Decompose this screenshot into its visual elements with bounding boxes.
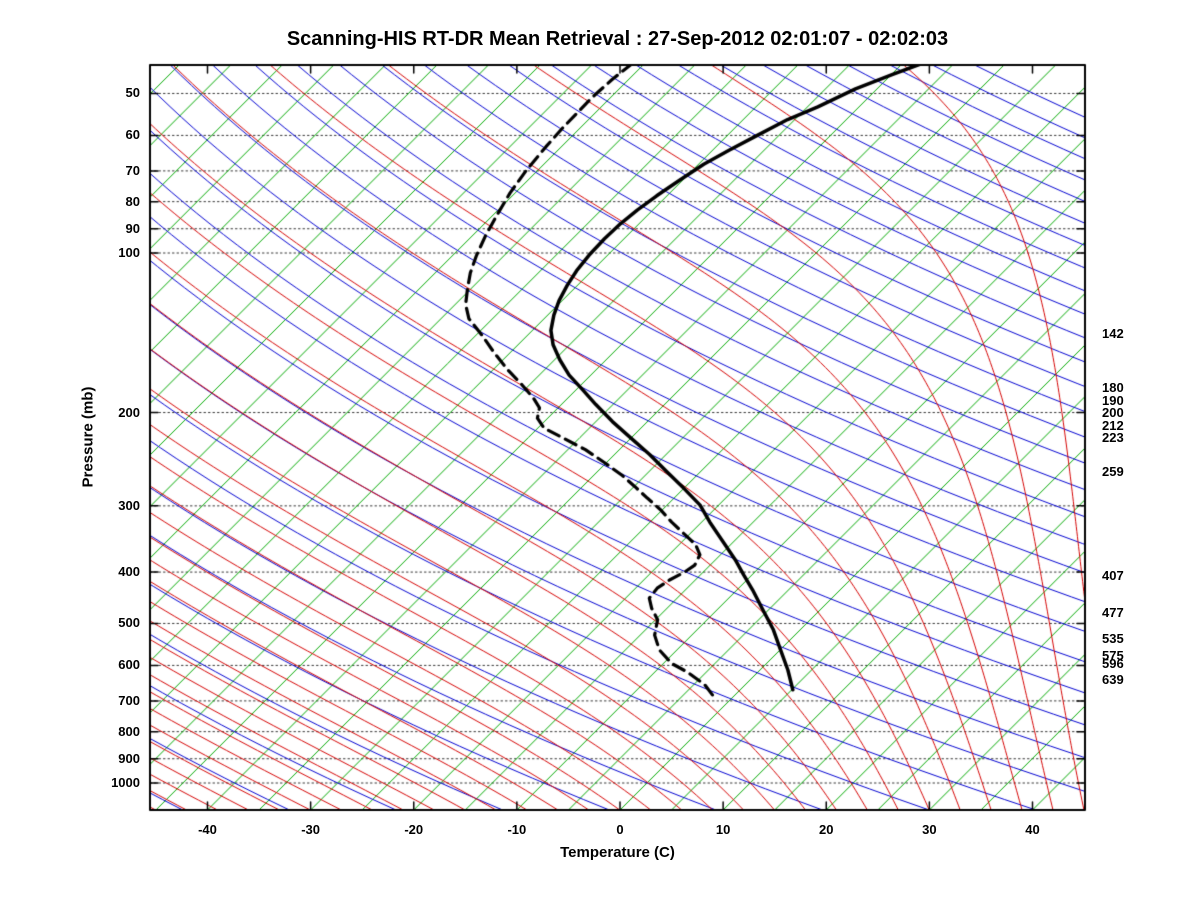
right-pressure-label: 535 [1102,631,1124,647]
y-tick-label: 1000 [111,775,140,790]
x-tick-label: 20 [819,822,834,837]
right-pressure-label: 596 [1102,655,1124,671]
right-pressure-label: 180 [1102,380,1124,396]
x-tick-label: -10 [507,822,527,837]
x-tick-label: -40 [198,822,217,837]
chart-title: Scanning-HIS RT-DR Mean Retrieval : 27-S… [286,28,949,50]
y-tick-label: 70 [125,162,140,178]
y-tick-label: 100 [118,245,140,260]
right-pressure-label: 223 [1102,429,1124,445]
y-tick-label: 50 [125,85,140,101]
right-pressure-label: 407 [1102,568,1124,584]
right-pressure-label: 259 [1102,464,1124,480]
x-tick-label: 10 [715,822,731,837]
y-tick-label: 80 [125,193,140,209]
y-tick-label: 300 [118,497,140,513]
y-tick-label: 90 [125,220,140,236]
x-tick-label: 0 [616,822,624,837]
right-pressure-label: 575 [1102,647,1124,663]
y-tick-label: 900 [118,750,140,766]
x-axis-label: Temperature (C) [560,844,675,861]
x-tick-label: 30 [922,822,937,837]
y-tick-label: 700 [118,692,140,708]
right-pressure-label: 190 [1102,392,1124,408]
right-pressure-label: 212 [1102,417,1124,433]
y-tick-label: 800 [118,723,140,739]
y-axis-label: Pressure (mb) [79,386,97,488]
y-tick-label: 500 [118,615,140,631]
x-tick-label: -30 [301,822,321,837]
y-tick-label: 200 [118,404,140,420]
y-tick-label: 400 [118,564,140,580]
right-pressure-label: 639 [1102,671,1124,687]
y-tick-label: 600 [118,657,140,673]
x-tick-label: -20 [404,822,424,837]
right-pressure-label: 477 [1102,604,1124,620]
right-pressure-label: 142 [1102,325,1124,341]
right-pressure-label: 200 [1102,404,1124,420]
y-tick-label: 60 [125,127,140,143]
x-tick-label: 40 [1025,822,1040,837]
